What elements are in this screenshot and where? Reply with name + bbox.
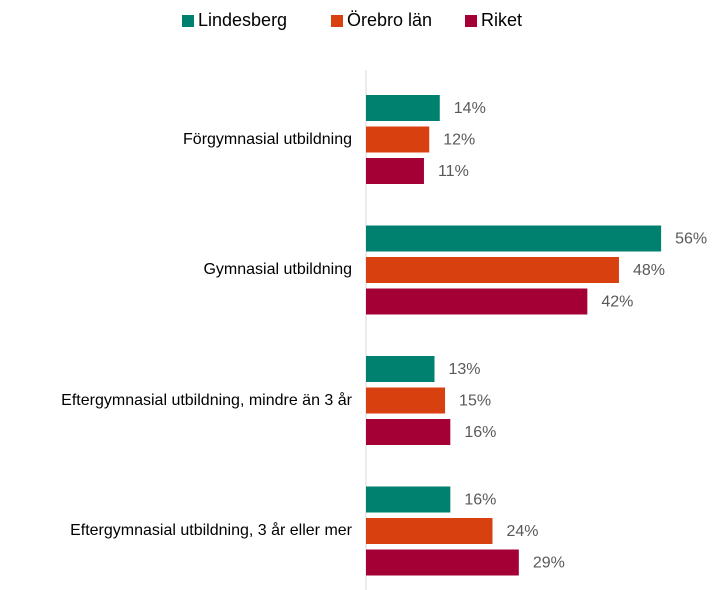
bar: [366, 518, 493, 544]
bar: [366, 126, 430, 153]
category-label: Eftergymnasial utbildning, mindre än 3 å…: [0, 371, 352, 431]
bar: [366, 486, 451, 513]
data-label: 16%: [464, 492, 496, 509]
data-label: 14%: [454, 100, 486, 117]
legend-item: Örebro län: [331, 10, 432, 31]
bar: [366, 419, 451, 445]
data-label: 48%: [633, 262, 665, 279]
bar: [366, 387, 446, 414]
data-label: 16%: [464, 424, 496, 441]
category-label: Gymnasial utbildning: [0, 240, 352, 300]
bar: [366, 288, 588, 315]
legend-label: Lindesberg: [198, 10, 288, 30]
data-label: 13%: [449, 361, 481, 378]
legend-swatch: [331, 14, 343, 27]
category-label: Eftergymnasial utbildning, 3 år eller me…: [0, 501, 352, 561]
category-label: Förgymnasial utbildning: [0, 110, 352, 170]
bar: [366, 225, 662, 252]
legend-swatch: [465, 14, 477, 27]
legend-item: Lindesberg: [182, 10, 287, 31]
legend-label: Riket: [481, 10, 523, 30]
data-label: 24%: [506, 523, 538, 540]
legend-swatch: [182, 14, 194, 27]
bar: [366, 158, 424, 184]
data-label: 11%: [438, 163, 469, 180]
category-text: Förgymnasial utbildning: [183, 130, 352, 148]
bar: [366, 549, 519, 576]
category-text: Eftergymnasial utbildning, 3 år eller me…: [70, 522, 352, 539]
bar: [366, 257, 619, 283]
category-text: Eftergymnasial utbildning, mindre än 3 å…: [61, 391, 352, 409]
legend-label: Örebro län: [347, 10, 433, 30]
data-label: 42%: [601, 294, 633, 311]
category-text: Gymnasial utbildning: [203, 261, 352, 278]
data-label: 15%: [459, 393, 491, 410]
data-label: 29%: [533, 555, 565, 572]
bar: [366, 95, 440, 121]
data-label: 12%: [443, 132, 475, 149]
data-label: 56%: [675, 231, 707, 248]
bar: [366, 356, 435, 382]
legend-item: Riket: [465, 10, 522, 31]
